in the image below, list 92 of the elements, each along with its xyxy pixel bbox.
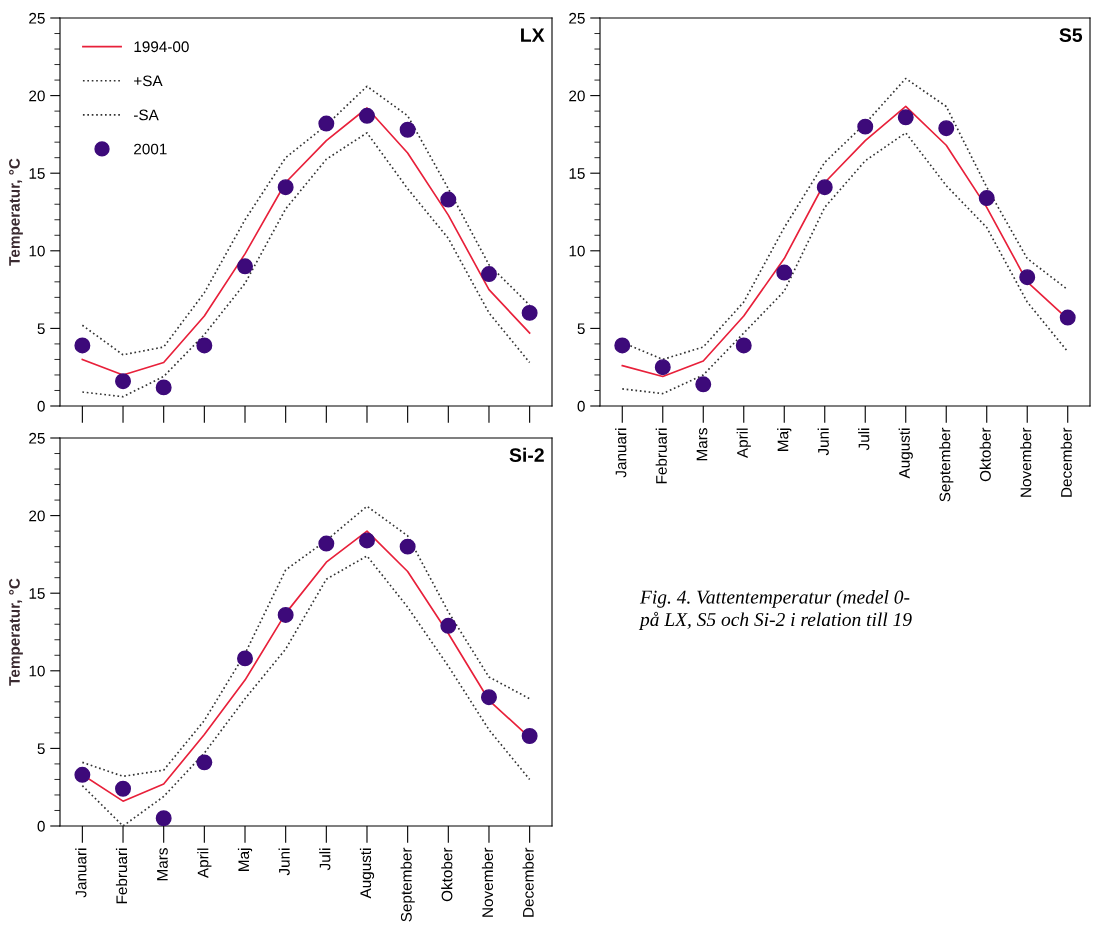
y-tick-label: 10: [29, 665, 45, 677]
point: [196, 337, 213, 354]
y-axis-title: Temperatur, °C: [9, 578, 23, 686]
point: [654, 359, 671, 376]
y-tick-label: 5: [577, 323, 585, 335]
point: [938, 120, 955, 137]
point: [115, 780, 132, 797]
x-tick-label: Maj: [237, 848, 253, 871]
point: [480, 689, 497, 706]
x-tick-label: September: [939, 427, 954, 502]
y-tick-label: 25: [569, 12, 585, 24]
point: [237, 258, 253, 275]
point: [735, 337, 752, 354]
y-tick-label: 20: [29, 510, 45, 522]
point: [359, 532, 375, 549]
point: [776, 264, 793, 281]
caption: Fig. 4. Vattentemperatur (medel 0- på LX, S5 och Si-2 i relation till 19: [638, 590, 912, 631]
y-tick-label: 5: [37, 323, 45, 335]
x-tick-label: Mars: [157, 848, 168, 881]
y-tick-label: 15: [29, 588, 45, 599]
point: [440, 191, 457, 208]
point: [359, 107, 375, 124]
x-tick-label: Mars: [696, 428, 708, 461]
y-tick-label: 15: [569, 168, 585, 179]
y-tick-label: 10: [569, 245, 585, 257]
point: [74, 766, 91, 783]
x-tick-label: Augusti: [359, 848, 375, 899]
point: [480, 266, 497, 283]
point: [1019, 269, 1036, 286]
point: [521, 304, 538, 321]
y-tick-label: 0: [577, 400, 585, 412]
point: [399, 538, 416, 555]
point: [857, 118, 874, 135]
y-axis-title: Temperatur, °C: [9, 158, 23, 266]
point: [318, 535, 335, 552]
x-tick-label: April: [197, 848, 212, 879]
x-tick-label: Maj: [777, 428, 792, 451]
legend-label: -SA: [134, 109, 159, 121]
y-tick-label: 10: [29, 245, 45, 257]
point: [277, 606, 294, 623]
y-tick-label: 25: [29, 432, 45, 444]
point: [816, 179, 833, 196]
x-tick-label: December: [1060, 427, 1072, 497]
x-tick-label: Oktober: [979, 427, 991, 482]
line-series: [621, 132, 1069, 395]
y-tick-label: 15: [29, 168, 45, 179]
x-tick-label: Januari: [75, 848, 87, 898]
x-tick-label: November: [1020, 427, 1032, 497]
y-tick-label: 20: [569, 90, 585, 102]
legend-label: 2001: [134, 143, 167, 155]
point: [978, 190, 995, 207]
point: [196, 754, 213, 771]
point: [440, 617, 457, 634]
chart-title: S5: [1059, 28, 1083, 42]
point: [399, 121, 416, 138]
point: [318, 115, 335, 132]
x-tick-label: Juni: [817, 428, 829, 456]
x-tick-label: Juli: [319, 848, 331, 871]
y-tick-label: 20: [29, 90, 45, 102]
x-tick-label: Oktober: [441, 847, 453, 902]
point: [115, 373, 132, 390]
x-tick-label: Juli: [858, 428, 870, 451]
point: [1059, 309, 1076, 326]
chart-title: Si-2: [509, 447, 544, 462]
point: [74, 337, 91, 354]
chart-title: LX: [521, 28, 545, 42]
x-tick-label: Februari: [115, 848, 128, 904]
point: [897, 109, 914, 126]
point: [155, 379, 172, 396]
point: [695, 376, 712, 393]
point: [614, 337, 631, 354]
x-tick-label: Februari: [655, 428, 667, 484]
y-tick-label: 0: [37, 820, 45, 832]
y-tick-label: 5: [37, 743, 45, 755]
point: [521, 728, 538, 744]
line-series: [81, 505, 531, 778]
legend-label: 1994-00: [134, 41, 189, 53]
x-tick-label: April: [736, 428, 751, 459]
x-tick-label: Juni: [278, 848, 290, 876]
legend-label: +SA: [134, 75, 163, 87]
line-series: [81, 132, 531, 398]
x-tick-label: December: [522, 847, 534, 917]
x-tick-label: Januari: [615, 428, 627, 478]
point: [237, 650, 253, 667]
x-tick-label: Augusti: [898, 428, 913, 479]
y-tick-label: 0: [37, 400, 45, 412]
line-series: [81, 555, 531, 826]
x-tick-label: November: [481, 847, 494, 917]
point: [155, 810, 172, 826]
x-tick-label: September: [400, 847, 415, 922]
point: [277, 179, 294, 196]
y-tick-label: 25: [29, 12, 45, 24]
